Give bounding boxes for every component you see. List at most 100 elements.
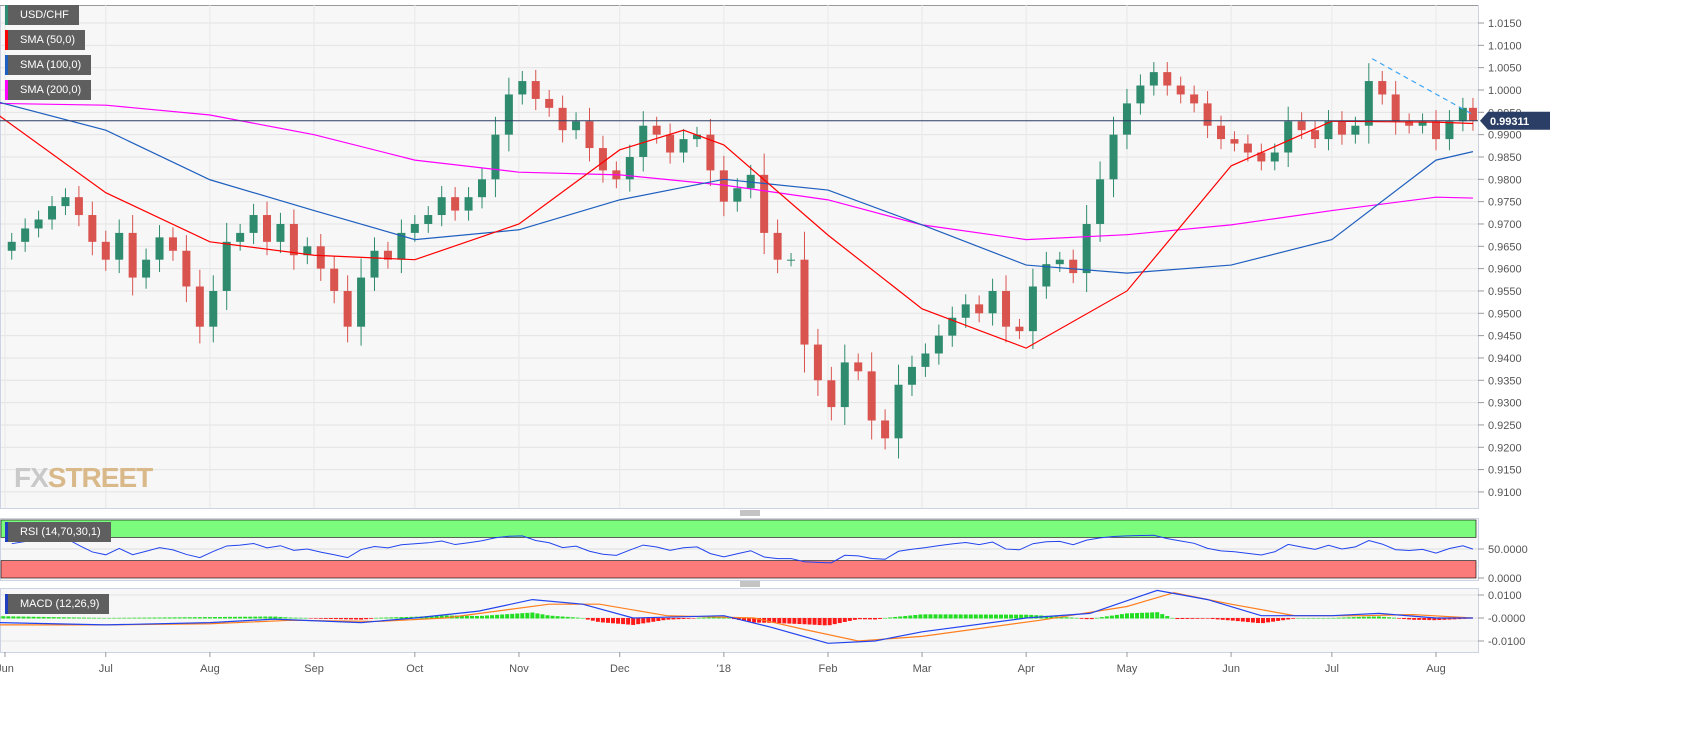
macd-histogram-bar [464,615,469,619]
macd-histogram-bar [701,617,706,619]
last-price-tag [1480,111,1550,130]
macd-histogram-bar [182,617,187,619]
macd-histogram-bar [1170,617,1175,619]
macd-histogram-bar [1432,618,1437,621]
candle-up [692,134,701,140]
candle-down [760,174,769,233]
macd-histogram-bar [162,617,167,619]
macd-histogram-bar [1366,616,1371,619]
macd-histogram-bar [92,617,97,619]
macd-histogram-bar [81,617,86,619]
macd-histogram-bar [1255,618,1260,624]
macd-histogram-bar [938,614,943,619]
macd-histogram-bar [137,617,142,619]
macd-histogram-bar [500,614,505,619]
macd-histogram-bar [167,617,172,619]
legend-sma100[interactable]: SMA (100,0) [5,55,92,75]
macd-histogram-bar [223,616,228,619]
candle-down [1015,326,1024,332]
macd-histogram-bar [716,617,721,619]
candle-down [1337,121,1346,135]
y-tick-label: 0.9650 [1488,241,1522,253]
legend-sma50[interactable]: SMA (50,0) [5,30,86,50]
macd-histogram-bar [359,618,364,620]
macd-histogram-bar [217,616,222,619]
candle-down [854,362,863,372]
macd-histogram-bar [278,616,283,619]
macd-histogram-bar [646,618,651,623]
macd-histogram-bar [1089,618,1094,620]
macd-histogram-bar [1074,617,1079,619]
macd-histogram-bar [1452,618,1457,620]
macd-histogram-bar [978,614,983,619]
macd-histogram-bar [439,615,444,619]
macd-histogram-bar [1059,616,1064,619]
macd-histogram-bar [1321,618,1326,619]
candle-up [1270,152,1279,162]
legend-sma200[interactable]: SMA (200,0) [5,80,92,100]
candle-up [733,188,742,202]
macd-histogram-bar [968,614,973,619]
macd-histogram-bar [948,614,953,619]
candle-down [168,237,177,251]
macd-histogram-bar [107,617,112,619]
macd-histogram-bar [1286,618,1291,620]
candle-up [478,179,486,198]
candle-down [1190,94,1199,104]
macd-histogram-bar [706,617,711,619]
macd-histogram-bar [1155,612,1160,619]
macd-histogram-bar [1402,618,1407,620]
candle-down [1391,94,1400,122]
candle-down [1468,107,1477,121]
macd-histogram-bar [333,618,338,620]
macd-histogram-bar [11,616,16,619]
macd-histogram-bar [600,618,605,623]
candle-up [934,335,943,354]
x-tick-label: Jul [99,663,113,675]
macd-histogram-bar [122,617,127,619]
macd-histogram-bar [1235,618,1240,622]
legend-usdchf[interactable]: USD/CHF [5,5,79,25]
rsi-oversold-zone [0,560,1477,579]
y-tick-label: 0.9400 [1488,353,1522,365]
macd-histogram-bar [570,617,575,619]
candle-up [921,353,930,367]
macd-histogram-bar [253,616,258,619]
macd-histogram-bar [898,616,903,619]
macd-histogram-bar [555,616,560,619]
macd-histogram-bar [1145,612,1150,619]
macd-histogram-bar [480,615,484,619]
macd-histogram-bar [243,616,248,619]
macd-histogram-bar [1079,618,1084,619]
last-price-label: 0.99311 [1490,116,1529,128]
macd-histogram-bar [580,618,585,619]
macd-histogram-bar [1225,618,1230,621]
macd-histogram-bar [1346,617,1351,619]
macd-histogram-bar [1124,613,1129,619]
candle-down [1217,125,1226,140]
candle-up [34,219,43,229]
macd-histogram-bar [1004,614,1009,619]
macd-histogram-bar [384,617,389,619]
macd-histogram-bar [988,614,993,619]
macd-histogram-bar [177,617,182,619]
macd-histogram-bar [1205,618,1210,619]
candle-down [867,371,876,421]
macd-histogram-bar [1447,618,1452,620]
macd-histogram-bar [293,617,298,619]
macd-histogram-bar [1245,618,1250,623]
candle-up [410,223,419,233]
candle-up [1149,72,1158,86]
macd-histogram-bar [152,617,157,619]
candle-down [1163,72,1172,86]
macd-histogram-bar [867,618,872,620]
macd-histogram-bar [1150,612,1155,619]
macd-histogram-bar [711,617,716,619]
legend-macd[interactable]: MACD (12,26,9) [5,594,110,614]
macd-histogram-bar [767,618,772,623]
macd-histogram-bar [923,614,928,619]
legend-rsi[interactable]: RSI (14,70,30,1) [5,522,111,542]
macd-histogram-bar [616,618,621,624]
macd-histogram-bar [97,617,102,619]
